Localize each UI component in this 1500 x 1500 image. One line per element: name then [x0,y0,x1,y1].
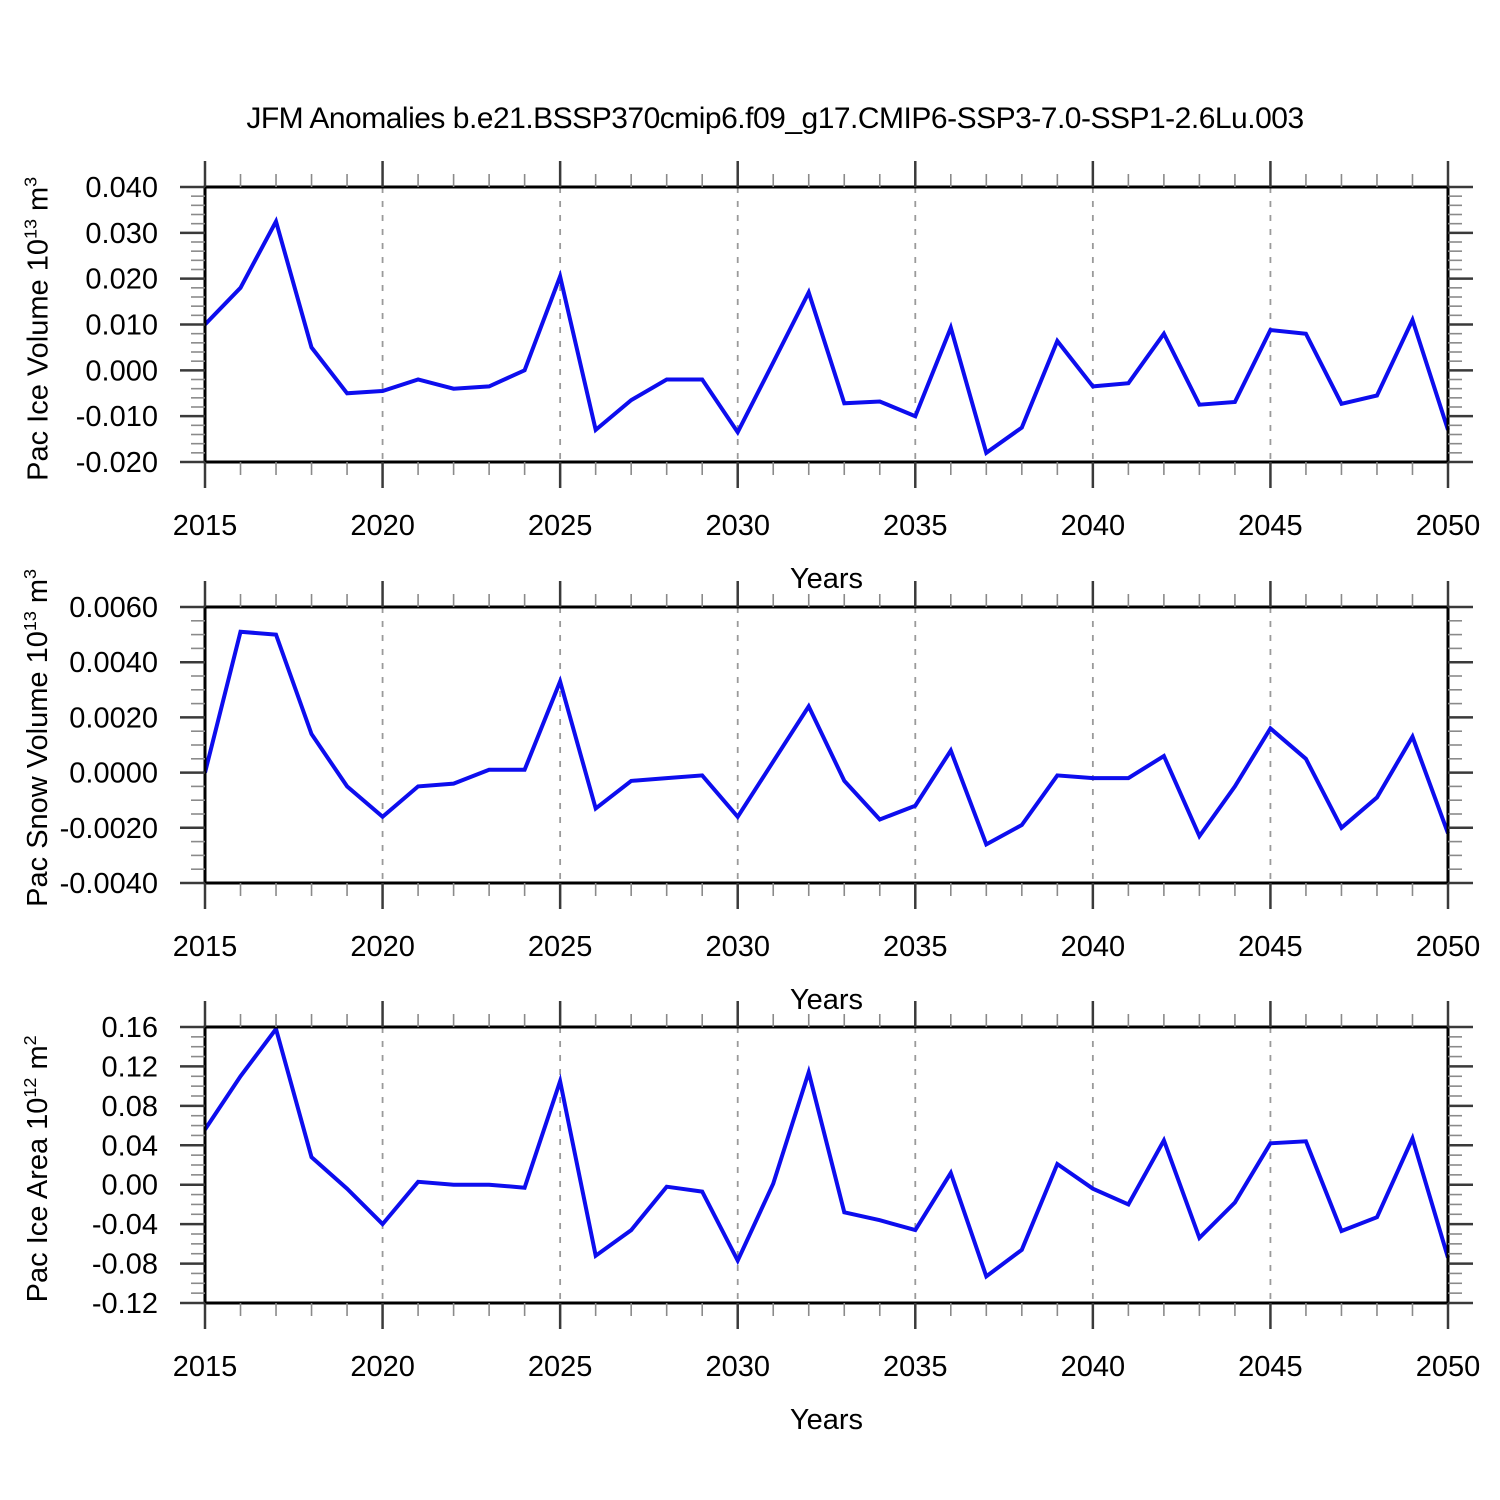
y-tick-label: 0.0000 [69,758,158,790]
panel-pac-snow-volume: 0.0060 0.0040 0.0020 0.0000 -0.0020 -0.0040 20… [60,581,1481,1016]
y-tick-label: 0.08 [102,1091,158,1123]
y-tick-label: 0.00 [102,1170,158,1202]
y-axis-title-pac-snow-volume: Pac Snow Volume 1013 m3 [20,568,54,907]
series-line-pac-snow-volume [203,629,1450,848]
plot-frame [203,185,1450,464]
x-tick-label: 2050 [1416,931,1481,963]
x-tick-label: 2015 [173,510,238,542]
x-tick-label: 2015 [173,931,238,963]
x-axis-title: Years [790,563,863,595]
x-tick-label: 2045 [1238,1351,1303,1383]
x-tick-label: 2050 [1416,510,1481,542]
y-tick-label: 0.0040 [69,647,158,679]
panel-pac-ice-area: 0.16 0.12 0.08 0.04 0.00 -0.04 -0.08 -0.12 2015 2… [92,1001,1480,1436]
x-tick-label: 2040 [1061,1351,1126,1383]
x-tick-label: 2040 [1061,931,1126,963]
y-tick-label: 0.04 [102,1130,158,1162]
y-tick-label: 0.0020 [69,702,158,734]
y-tick-label: -0.020 [76,447,158,479]
y-tick-label: 0.0060 [69,592,158,624]
x-tick-label: 2050 [1416,1351,1481,1383]
x-tick-label: 2025 [528,1351,593,1383]
y-tick-label: -0.010 [76,401,158,433]
x-tick-label: 2030 [705,1351,770,1383]
x-tick-label: 2045 [1238,931,1303,963]
y-tick-label: -0.04 [92,1209,158,1241]
x-tick-label: 2025 [528,931,593,963]
y-tick-label: 0.000 [85,355,158,387]
x-tick-label: 2020 [350,1351,415,1383]
x-tick-label: 2045 [1238,510,1303,542]
x-axis-title: Years [790,984,863,1016]
x-axis-title: Years [790,1404,863,1436]
x-tick-label: 2040 [1061,510,1126,542]
y-tick-label: 0.040 [85,172,158,204]
x-tick-label: 2030 [705,510,770,542]
y-tick-label: -0.0040 [60,868,158,900]
y-tick-label: -0.0020 [60,813,158,845]
x-tick-label: 2025 [528,510,593,542]
y-tick-label: 0.12 [102,1051,158,1083]
y-tick-label: -0.12 [92,1288,158,1320]
y-tick-label: 0.020 [85,264,158,296]
x-tick-label: 2035 [883,1351,948,1383]
panel-pac-ice-volume: 0.040 0.030 0.020 0.010 0.000 -0.010 -0.020 201… [76,161,1480,595]
x-tick-label: 2035 [883,510,948,542]
figure-title: JFM Anomalies b.e21.BSSP370cmip6.f09_g17… [246,102,1304,135]
x-tick-label: 2035 [883,931,948,963]
y-tick-label: 0.16 [102,1012,158,1044]
y-tick-label: 0.030 [85,218,158,250]
x-tick-label: 2020 [350,931,415,963]
x-tick-label: 2015 [173,1351,238,1383]
x-tick-label: 2020 [350,510,415,542]
plot-frame [203,1025,1450,1305]
y-tick-label: 0.010 [85,310,158,342]
x-tick-label: 2030 [705,931,770,963]
y-axis-title-pac-ice-volume: Pac Ice Volume 1013 m3 [20,176,54,481]
y-tick-label: -0.08 [92,1249,158,1281]
y-axis-title-pac-ice-area: Pac Ice Area 1012 m2 [20,1035,54,1303]
series-line-pac-ice-volume [203,216,1450,457]
series-line-pac-ice-area [203,1024,1450,1280]
